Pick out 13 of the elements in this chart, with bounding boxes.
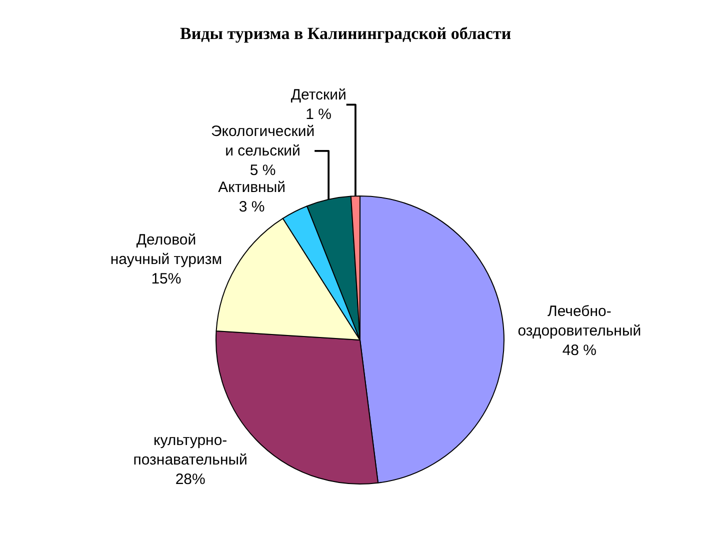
chart-title: Виды туризма в Калининградской области: [180, 24, 512, 43]
slice-label: Экологический и сельский: [210, 122, 315, 160]
data-label: 5 %: [250, 162, 276, 179]
slice-label: Детский: [290, 86, 346, 104]
data-label: 28%: [175, 470, 206, 488]
data-label: 1 %: [306, 106, 332, 123]
data-label: 15%: [151, 270, 182, 288]
slice-label: Лечебно- оздоровительный: [518, 302, 642, 340]
slice-label: культурно- познавательный: [133, 432, 248, 468]
slice-label: Активный: [218, 178, 286, 196]
data-label: 48 %: [562, 342, 597, 359]
slice-label: Деловой научный туризм: [110, 231, 222, 268]
data-label: 3 %: [238, 198, 265, 216]
